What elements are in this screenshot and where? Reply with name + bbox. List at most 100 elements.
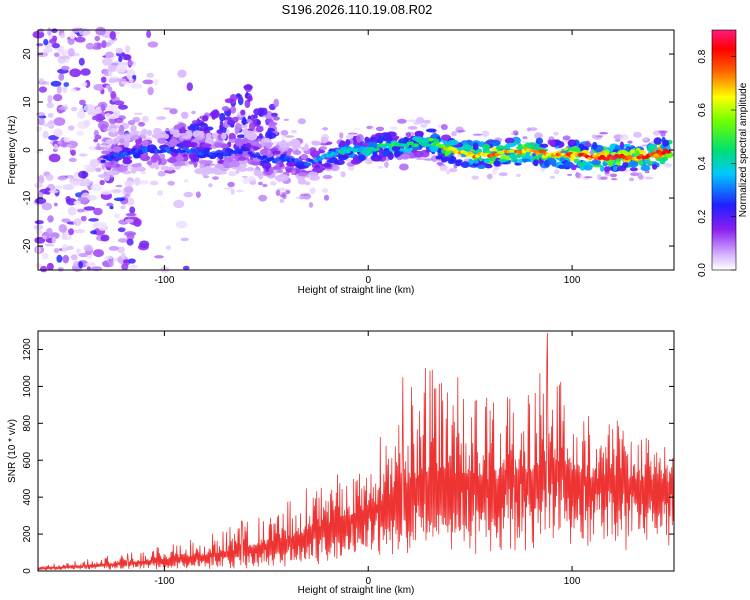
haze-blob bbox=[553, 131, 559, 136]
haze-blob bbox=[492, 169, 497, 175]
haze-blob bbox=[258, 194, 268, 202]
noise-blob bbox=[65, 245, 75, 251]
haze-blob bbox=[384, 161, 389, 169]
noise-blob bbox=[94, 134, 102, 140]
ridge-blob bbox=[134, 163, 142, 167]
noise-blob bbox=[139, 180, 149, 185]
ridge-blob bbox=[482, 143, 491, 152]
noise-blob bbox=[117, 128, 124, 135]
ridge-blob bbox=[425, 128, 437, 133]
colorbar-frame bbox=[711, 29, 737, 271]
noise-blob bbox=[113, 197, 126, 202]
noise-blob bbox=[38, 78, 44, 83]
arm-blob bbox=[203, 123, 209, 131]
noise-blob bbox=[182, 265, 190, 271]
noise-blob bbox=[107, 63, 118, 72]
noise-blob bbox=[125, 45, 131, 53]
haze-blob bbox=[322, 188, 329, 194]
noise-blob bbox=[87, 110, 98, 116]
noise-blob bbox=[147, 41, 159, 48]
snr-y-ticks: 0 200 400 600 800 1000 1200 bbox=[22, 338, 674, 574]
ridge-blob bbox=[185, 130, 191, 134]
ridge-blob bbox=[563, 161, 574, 168]
ridge-blob bbox=[550, 140, 556, 147]
noise-blob bbox=[53, 52, 60, 57]
noise-blob bbox=[42, 130, 49, 139]
noise-blob bbox=[126, 238, 134, 246]
noise-blob bbox=[120, 205, 126, 210]
colorbar-gradient bbox=[712, 30, 736, 270]
haze-blob bbox=[282, 192, 287, 200]
noise-blob bbox=[93, 249, 104, 258]
noise-blob bbox=[34, 182, 44, 189]
haze-blob bbox=[275, 189, 281, 197]
ridge-blob bbox=[493, 160, 501, 167]
noise-blob bbox=[46, 102, 54, 109]
noise-blob bbox=[56, 254, 63, 263]
haze-blob bbox=[157, 170, 166, 177]
ridge-core bbox=[269, 156, 275, 161]
noise-blob bbox=[61, 218, 71, 223]
y-tick-label: -10 bbox=[22, 190, 33, 205]
ridge-blob bbox=[320, 136, 329, 144]
ridge-core bbox=[604, 157, 610, 161]
ridge-blob bbox=[640, 165, 651, 172]
ridge-blob bbox=[123, 140, 130, 148]
haze-blob bbox=[627, 140, 633, 144]
haze-blob bbox=[448, 168, 458, 173]
ridge-blob bbox=[205, 160, 213, 165]
haze-blob bbox=[228, 170, 237, 177]
ridge-blob bbox=[130, 165, 137, 174]
ridge-blob bbox=[272, 150, 281, 155]
ridge-blob bbox=[382, 134, 393, 142]
haze-blob bbox=[340, 171, 346, 178]
noise-blob bbox=[114, 101, 125, 105]
y-tick-label: 0 bbox=[22, 147, 33, 153]
noise-blob bbox=[117, 246, 125, 254]
x-tick-label: 100 bbox=[564, 275, 581, 286]
haze-blob bbox=[141, 115, 149, 123]
y-tick-label: -20 bbox=[22, 238, 33, 253]
noise-blob bbox=[99, 179, 105, 186]
ridge-blob bbox=[237, 156, 247, 161]
noise-blob bbox=[134, 177, 141, 186]
noise-blob bbox=[106, 202, 114, 207]
haze-blob bbox=[397, 118, 407, 124]
noise-blob bbox=[56, 85, 62, 95]
noise-blob bbox=[115, 65, 127, 73]
noise-blob bbox=[87, 253, 93, 260]
noise-blob bbox=[53, 128, 63, 137]
ridge-core bbox=[413, 143, 419, 147]
snr-series-line bbox=[37, 332, 675, 572]
ridge-blob bbox=[111, 146, 123, 153]
x-tick-label: -100 bbox=[154, 576, 174, 587]
noise-blob bbox=[85, 262, 96, 267]
ridge-blob bbox=[326, 159, 336, 163]
ridge-blob bbox=[532, 161, 538, 166]
haze-blob bbox=[236, 189, 244, 193]
noise-blob bbox=[126, 232, 135, 241]
ridge-blob bbox=[603, 166, 611, 173]
noise-blob bbox=[85, 42, 94, 50]
noise-blob bbox=[113, 213, 120, 219]
noise-blob bbox=[68, 228, 74, 236]
ridge-blob bbox=[405, 132, 412, 138]
ridge-blob bbox=[622, 162, 629, 168]
arm-blob bbox=[255, 126, 264, 133]
ridge-blob bbox=[377, 135, 384, 144]
ridge-blob bbox=[441, 157, 451, 162]
ridge-blob bbox=[117, 166, 128, 172]
noise-blob bbox=[165, 245, 172, 250]
ridge-core bbox=[183, 147, 189, 151]
haze-blob bbox=[132, 116, 141, 123]
haze-blob bbox=[534, 132, 543, 140]
noise-blob bbox=[80, 81, 88, 87]
ridge-blob bbox=[296, 175, 305, 181]
spectrogram-y-ticks: -20 -10 0 10 20 bbox=[22, 48, 674, 253]
y-tick-label: 0 bbox=[22, 568, 33, 574]
ridge-blob bbox=[337, 154, 349, 161]
noise-blob bbox=[100, 76, 107, 83]
noise-blob bbox=[183, 178, 189, 183]
noise-blob bbox=[117, 238, 129, 243]
